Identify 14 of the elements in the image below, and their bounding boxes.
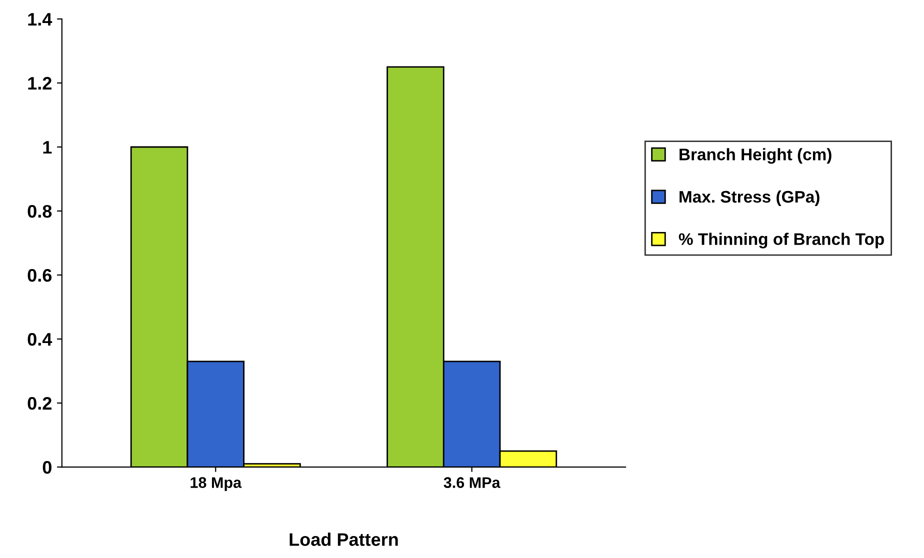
legend-label: % Thinning of Branch Top [678,232,884,248]
x-axis-title: Load Pattern [290,532,398,546]
x-tick-label: 18 Mpa [190,477,242,492]
y-tick-label: 0.4 [28,332,52,346]
y-tick-label: 0.2 [28,396,52,410]
y-tick-label: 0.6 [28,268,52,282]
y-tick-label: 0.8 [28,204,52,218]
y-tick-label: 1.2 [28,76,52,90]
x-tick-label: 3.6 MPa [444,477,500,488]
y-tick-label: 1 [43,141,52,154]
y-tick-label: 0 [42,460,52,474]
y-tick-label: 1.4 [28,13,52,26]
legend-label: Branch Height (cm) [680,148,832,164]
legend-label: Max. Stress (GPa) [680,190,820,206]
